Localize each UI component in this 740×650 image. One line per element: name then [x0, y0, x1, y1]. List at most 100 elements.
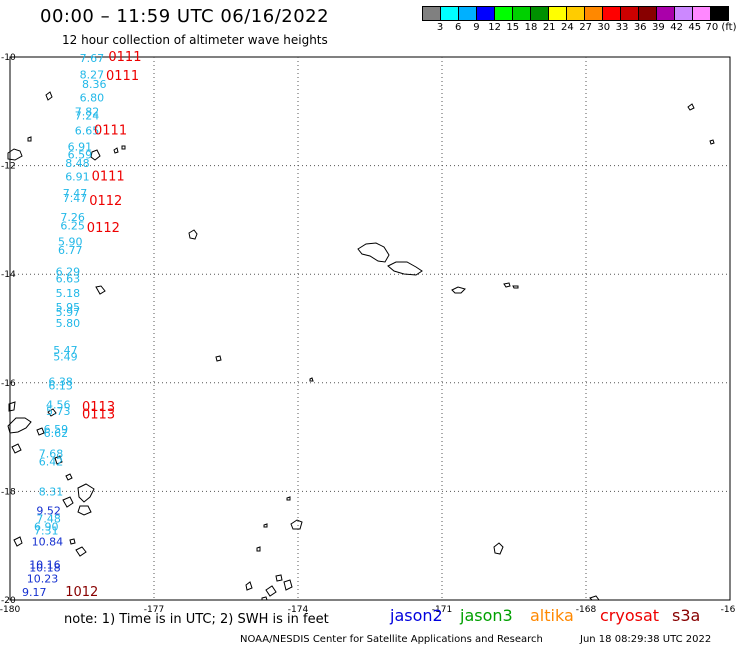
island-funafuti	[45, 91, 53, 101]
colorbar-label: 45	[688, 22, 702, 33]
pass-time-label: 0111	[108, 50, 141, 65]
pass-time-label: 1012	[65, 585, 98, 600]
wave-height-reading: 5.49	[53, 351, 77, 364]
colorbar-label: 39	[652, 22, 665, 33]
island-haapai-d	[283, 579, 293, 591]
wave-height-reading: 10.23	[27, 572, 59, 585]
island-tonga-b	[62, 496, 74, 508]
wave-height-reading: 6.77	[58, 244, 83, 257]
pass-time-label: 0111	[92, 169, 125, 184]
island-haapai-e	[261, 596, 268, 601]
colorbar-label: 18	[524, 22, 538, 33]
island-lau-b	[36, 427, 45, 436]
island-tokelau2	[709, 139, 715, 145]
island-tonga-c	[77, 505, 92, 516]
island-fiji-north	[8, 401, 16, 412]
island-cluster-c	[121, 145, 126, 150]
island-nukulaelae	[27, 136, 32, 142]
wave-height-reading: 6.91	[68, 141, 93, 154]
island-rotuma	[215, 355, 222, 362]
colorbar-label: 6	[455, 22, 462, 33]
colorbar-label: 24	[561, 22, 574, 33]
legend-item-jason3: jason3	[460, 606, 513, 625]
wave-height-reading: 7.48	[36, 513, 61, 526]
wave-height-reading: 10.18	[29, 561, 61, 574]
footer-note: note: 1) Time is in UTC; 2) SWH is in fe…	[64, 612, 329, 627]
wave-height-reading: 6.91	[65, 170, 90, 183]
island-tonga-g	[286, 496, 291, 501]
colorbar-label: 30	[597, 22, 611, 33]
legend-item-altika: altika	[530, 606, 574, 625]
island-niuatoputapu	[309, 377, 314, 382]
island-savaii	[387, 261, 423, 276]
x-tick-label: -171	[432, 605, 452, 615]
y-tick-label: -20	[1, 596, 16, 606]
island-manua	[512, 285, 519, 289]
wave-height-readings: 7.678.278.366.807.827.246.656.916.598.48…	[22, 52, 107, 599]
island-upolu	[357, 242, 390, 263]
wave-height-reading: 5.47	[53, 344, 77, 357]
coastlines	[7, 91, 715, 601]
colorbar-label: 12	[488, 22, 501, 33]
island-cluster-a	[90, 149, 101, 161]
island-fiji-main	[7, 417, 32, 434]
island-tonga-f	[75, 546, 87, 557]
island-tonga-a	[77, 483, 95, 503]
y-tick-label: -18	[1, 487, 16, 497]
colorbar-label: 42	[670, 22, 683, 33]
island-lau-d	[54, 455, 63, 465]
wave-height-reading: 6.29	[56, 265, 81, 278]
legend-item-jason2: jason2	[390, 606, 443, 625]
island-cluster-b	[113, 147, 119, 154]
island-vavau	[290, 519, 303, 530]
wave-height-reading: 9.52	[36, 504, 61, 517]
wave-height-reading: 6.63	[56, 273, 81, 286]
island-tonga-i	[263, 523, 268, 528]
wave-height-reading: 9.17	[22, 586, 47, 599]
wave-height-reading: 6.80	[80, 92, 105, 105]
wave-height-reading: 8.36	[82, 78, 107, 91]
map-border	[9, 56, 731, 601]
island-haapai-f	[589, 595, 600, 601]
pass-time-label: 0112	[89, 194, 122, 209]
pass-time-label: 0113	[82, 407, 115, 422]
wave-height-reading: 8.31	[39, 485, 64, 498]
island-wallis	[188, 229, 198, 240]
island-tonga-h	[256, 546, 261, 552]
wave-height-reading: 6.25	[60, 219, 85, 232]
island-aunuu	[503, 282, 511, 288]
colorbar-labels: 3 6 9 12 15 18 21 24 27 30 33 36 39 42 45 70 (ft)	[422, 22, 737, 36]
colorbar-label: 9	[473, 22, 480, 33]
y-tick-label: -12	[1, 162, 16, 172]
island-haapai-b	[265, 585, 277, 597]
wave-height-reading: 7.47	[63, 192, 88, 205]
x-tick-label: -174	[288, 605, 309, 615]
x-tick-label: -168	[576, 605, 597, 615]
pass-time-label: 0113	[82, 400, 115, 415]
island-lau-a	[47, 408, 57, 417]
wave-height-reading: 5.90	[58, 236, 83, 249]
legend-item-cryosat: cryosat	[600, 606, 660, 625]
island-tokelau	[687, 103, 695, 111]
wave-height-reading: 5.73	[46, 405, 71, 418]
wave-height-reading: 5.18	[56, 287, 81, 300]
island-futuna	[95, 285, 106, 295]
wave-height-reading: 6.59	[44, 423, 69, 436]
footer-timestamp: Jun 18 08:29:38 UTC 2022	[580, 634, 712, 645]
colorbar-label: 70 (ft)	[705, 22, 737, 33]
colorbar-label: 36	[633, 22, 647, 33]
x-tick-label: -16	[721, 605, 736, 615]
map-subtitle: 12 hour collection of altimeter wave hei…	[62, 33, 328, 47]
island-tonga-d	[13, 536, 23, 547]
wave-height-reading: 10.16	[29, 559, 61, 572]
y-tick-label: -10	[1, 53, 16, 63]
gridlines	[10, 57, 730, 600]
colorbar-label: 3	[436, 22, 444, 33]
wave-height-reading: 6.59	[68, 149, 93, 162]
island-niue	[493, 542, 504, 555]
wave-height-reading: 6.42	[39, 456, 64, 469]
y-tick-label: -14	[1, 270, 16, 280]
pass-time-label: 0111	[94, 123, 127, 138]
